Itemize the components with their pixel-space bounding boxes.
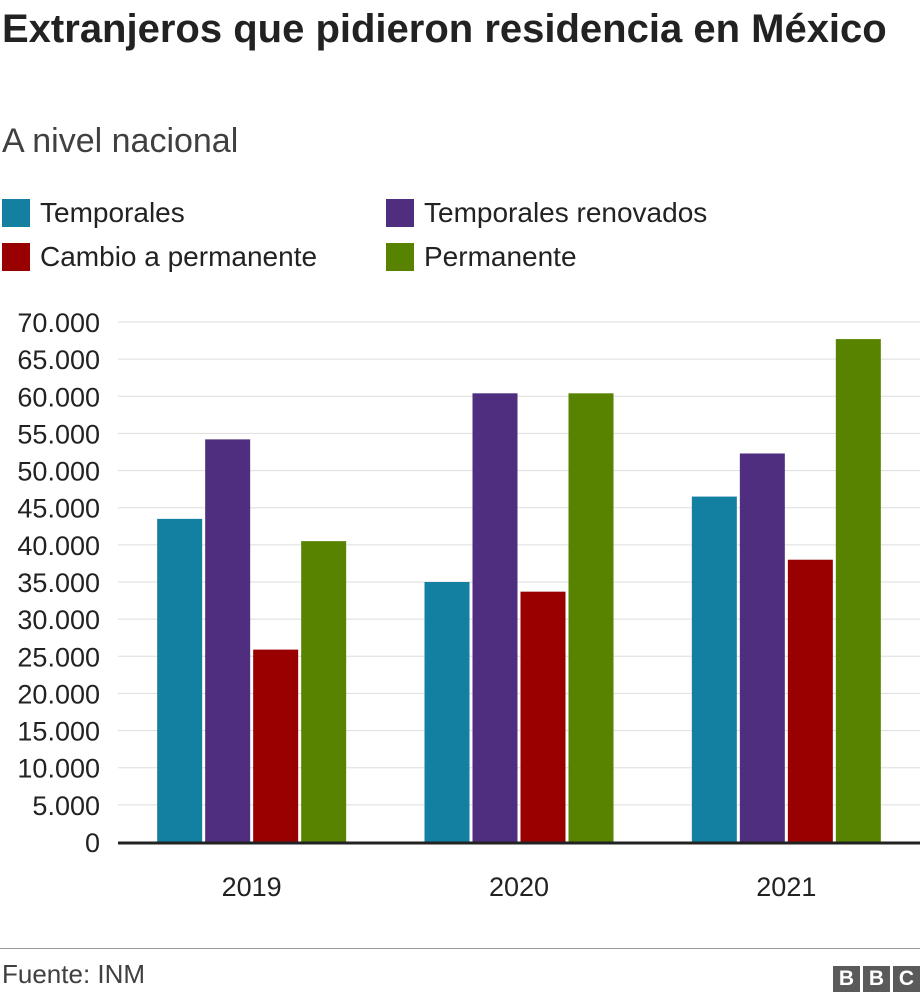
y-tick-label: 35.000 xyxy=(17,568,100,598)
legend-label-temporales-renovados: Temporales renovados xyxy=(424,197,708,228)
x-tick-label: 2020 xyxy=(489,872,549,902)
y-tick-label: 0 xyxy=(85,828,100,858)
y-tick-label: 55.000 xyxy=(17,419,100,449)
bars xyxy=(157,339,881,842)
legend-label-temporales: Temporales xyxy=(40,197,185,228)
legend-item-temporales-renovados: Temporales renovados xyxy=(386,197,707,229)
y-tick-label: 25.000 xyxy=(17,642,100,672)
footer-divider xyxy=(0,948,920,949)
x-axis-tick-labels: 2019 2020 2021 xyxy=(222,872,817,902)
bbc-logo: B B C xyxy=(833,966,920,992)
y-tick-label: 60.000 xyxy=(17,382,100,412)
bar-temporales-2020 xyxy=(424,582,470,842)
y-tick-label: 30.000 xyxy=(17,605,100,635)
bar-cambio-a-permanente-2020 xyxy=(520,591,566,842)
bbc-logo-letter: B xyxy=(833,966,860,992)
y-tick-label: 50.000 xyxy=(17,457,100,487)
bar-temporales-2021 xyxy=(691,496,737,842)
bar-temporales-2019 xyxy=(157,518,203,842)
bar-permanente-2019 xyxy=(301,541,347,842)
bbc-logo-letter: C xyxy=(893,966,920,992)
bbc-logo-letter: B xyxy=(863,966,890,992)
y-tick-label: 40.000 xyxy=(17,531,100,561)
x-tick-label: 2021 xyxy=(756,872,816,902)
y-tick-label: 65.000 xyxy=(17,345,100,375)
bar-cambio-a-permanente-2019 xyxy=(253,649,299,842)
bar-temporales-renovados-2021 xyxy=(739,453,785,842)
legend-swatch-temporales xyxy=(2,199,30,227)
bar-cambio-a-permanente-2021 xyxy=(787,559,833,842)
x-tick-label: 2019 xyxy=(222,872,282,902)
y-tick-label: 10.000 xyxy=(17,754,100,784)
legend-item-permanente: Permanente xyxy=(386,241,577,273)
bar-permanente-2021 xyxy=(835,339,881,842)
legend-item-cambio-a-permanente: Cambio a permanente xyxy=(2,241,317,273)
legend-swatch-temporales-renovados xyxy=(386,199,414,227)
bar-permanente-2020 xyxy=(568,393,614,842)
source-note: Fuente: INM xyxy=(2,959,146,989)
y-axis-tick-labels: 0 5.000 10.000 15.000 20.000 25.000 30.000 35.0… xyxy=(17,308,100,858)
legend-label-permanente: Permanente xyxy=(424,241,577,272)
bar-temporales-renovados-2019 xyxy=(205,439,251,842)
y-tick-label: 45.000 xyxy=(17,494,100,524)
legend-swatch-permanente xyxy=(386,243,414,271)
legend-swatch-cambio-a-permanente xyxy=(2,243,30,271)
y-tick-label: 70.000 xyxy=(17,308,100,338)
gridlines xyxy=(118,321,920,806)
bar-chart: 0 5.000 10.000 15.000 20.000 25.000 30.000 35.0… xyxy=(17,308,920,902)
chart-title: Extranjeros que pidieron residencia en M… xyxy=(2,7,887,51)
y-tick-label: 15.000 xyxy=(17,717,100,747)
y-tick-label: 5.000 xyxy=(32,791,100,821)
y-tick-label: 20.000 xyxy=(17,679,100,709)
legend-item-temporales: Temporales xyxy=(2,197,185,229)
bar-temporales-renovados-2020 xyxy=(472,393,518,842)
chart-subtitle: A nivel nacional xyxy=(2,122,239,160)
legend-label-cambio-a-permanente: Cambio a permanente xyxy=(40,241,318,272)
